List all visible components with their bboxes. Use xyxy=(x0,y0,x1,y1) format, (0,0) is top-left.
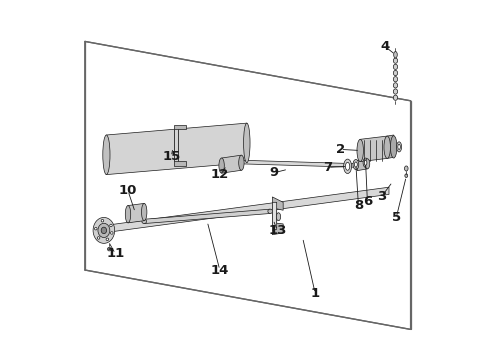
Ellipse shape xyxy=(393,64,398,69)
Text: 13: 13 xyxy=(268,224,287,237)
Polygon shape xyxy=(174,129,178,161)
Polygon shape xyxy=(144,209,270,224)
Ellipse shape xyxy=(391,136,397,158)
Polygon shape xyxy=(240,160,360,167)
Text: 5: 5 xyxy=(392,211,401,224)
Ellipse shape xyxy=(98,223,110,238)
Ellipse shape xyxy=(142,219,147,224)
Ellipse shape xyxy=(244,123,250,163)
Polygon shape xyxy=(387,135,393,158)
Ellipse shape xyxy=(405,174,408,177)
Ellipse shape xyxy=(354,162,357,167)
Ellipse shape xyxy=(393,83,398,88)
Ellipse shape xyxy=(142,203,147,221)
Text: 15: 15 xyxy=(162,150,180,163)
Polygon shape xyxy=(272,202,277,230)
Polygon shape xyxy=(85,41,411,329)
Polygon shape xyxy=(221,155,242,173)
Ellipse shape xyxy=(239,155,244,170)
Polygon shape xyxy=(128,203,144,223)
Ellipse shape xyxy=(393,71,398,76)
Ellipse shape xyxy=(365,159,370,169)
Ellipse shape xyxy=(343,159,351,174)
Ellipse shape xyxy=(357,139,364,162)
Text: 7: 7 xyxy=(323,161,332,174)
Text: 2: 2 xyxy=(336,143,345,156)
Text: 6: 6 xyxy=(363,195,372,208)
Text: 8: 8 xyxy=(354,199,363,212)
Polygon shape xyxy=(360,136,387,162)
Ellipse shape xyxy=(384,136,391,158)
Text: 14: 14 xyxy=(211,264,229,276)
Polygon shape xyxy=(174,125,186,166)
Ellipse shape xyxy=(106,238,109,240)
Ellipse shape xyxy=(393,58,398,63)
Ellipse shape xyxy=(345,162,350,170)
Ellipse shape xyxy=(396,142,402,152)
Text: 9: 9 xyxy=(269,166,278,179)
Text: 12: 12 xyxy=(211,168,229,181)
Polygon shape xyxy=(357,159,368,171)
Ellipse shape xyxy=(107,247,111,251)
Text: 10: 10 xyxy=(119,184,137,197)
Ellipse shape xyxy=(95,228,97,230)
Polygon shape xyxy=(272,197,283,235)
Ellipse shape xyxy=(276,213,281,221)
Polygon shape xyxy=(108,187,389,232)
Ellipse shape xyxy=(353,159,359,170)
Ellipse shape xyxy=(365,160,367,165)
Ellipse shape xyxy=(363,158,368,167)
Ellipse shape xyxy=(219,158,224,173)
Ellipse shape xyxy=(101,220,104,222)
Text: 11: 11 xyxy=(106,247,124,260)
Text: 1: 1 xyxy=(311,287,320,300)
Ellipse shape xyxy=(98,237,100,239)
Ellipse shape xyxy=(110,224,112,227)
Ellipse shape xyxy=(125,206,131,223)
Polygon shape xyxy=(106,123,247,175)
Ellipse shape xyxy=(103,135,110,175)
Ellipse shape xyxy=(393,95,398,100)
Ellipse shape xyxy=(111,232,113,234)
Text: 4: 4 xyxy=(381,40,390,53)
Ellipse shape xyxy=(393,89,398,94)
Ellipse shape xyxy=(268,209,272,213)
Ellipse shape xyxy=(393,77,398,82)
Ellipse shape xyxy=(93,217,115,243)
Text: 3: 3 xyxy=(377,190,387,203)
Ellipse shape xyxy=(404,166,408,171)
Ellipse shape xyxy=(101,227,107,234)
Ellipse shape xyxy=(393,51,397,58)
Ellipse shape xyxy=(398,144,400,149)
